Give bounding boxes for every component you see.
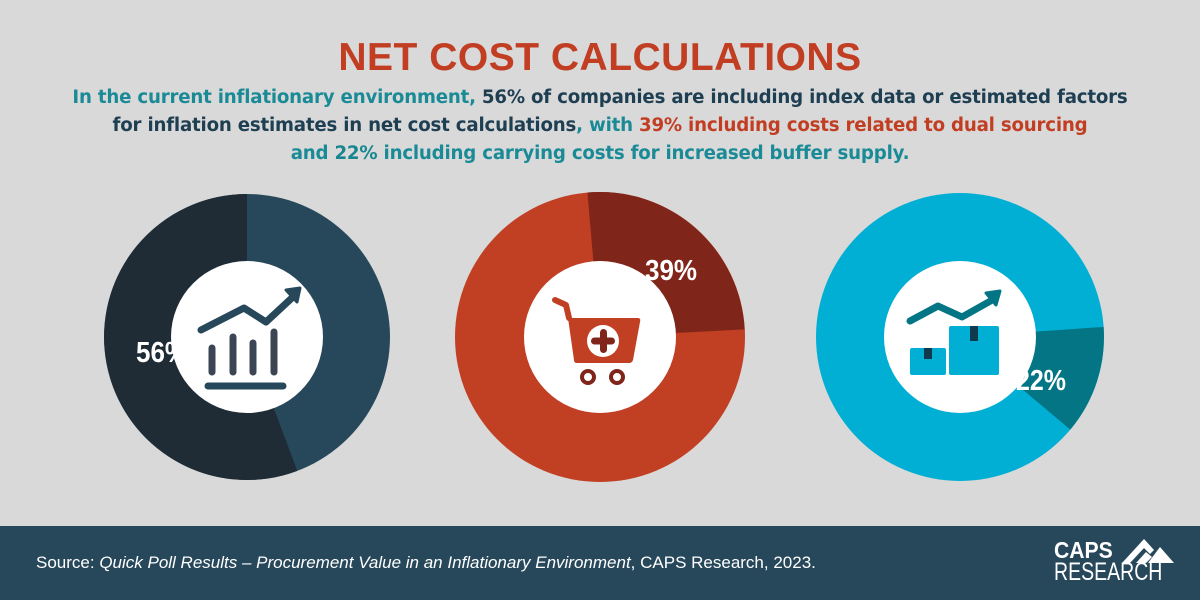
summary-pct-39: 39% (638, 115, 682, 136)
logo-caps-text: CAPS (1054, 537, 1113, 563)
footer: Source: Quick Poll Results – Procurement… (0, 526, 1200, 600)
summary-pct-22: 22% (334, 143, 378, 164)
summary-part3: , with (576, 115, 639, 136)
summary-part6: including carrying costs for increased b… (377, 143, 910, 164)
source-citation: Source: Quick Poll Results – Procurement… (36, 553, 816, 573)
summary-part4: including costs related to dual sourcing (681, 115, 1088, 136)
mountain-icon (1122, 539, 1174, 563)
donut-56-svg: 56% (104, 194, 390, 480)
donut-chart-22: 22% (816, 190, 1106, 485)
donut-56-label: 56% (136, 337, 188, 369)
caps-research-logo: CAPS RESEARCH (1054, 539, 1174, 589)
summary-part5: and (290, 143, 335, 164)
donut-22-label: 22% (1016, 365, 1066, 397)
summary-part1: In the current inflationary environment, (72, 87, 482, 108)
summary-pct-56: 56% (481, 87, 525, 108)
donut-39-label: 39% (645, 255, 697, 287)
summary-part2: of companies are including index data or… (112, 87, 1128, 136)
page-title: NET COST CALCULATIONS (338, 36, 862, 79)
boxes-trend-icon (906, 289, 1002, 375)
source-title: Quick Poll Results – Procurement Value i… (99, 553, 631, 572)
donut-39-svg: 39% (455, 191, 745, 482)
donut-56-hole (171, 261, 323, 413)
logo-research-text: RESEARCH (1054, 558, 1163, 586)
bar-chart-trend-icon (197, 286, 302, 390)
source-prefix: Source: (36, 553, 100, 572)
donut-22-svg: 22% (816, 193, 1104, 481)
donut-chart-56: 56% (104, 190, 394, 485)
summary-text: In the current inflationary environment,… (60, 84, 1140, 168)
source-suffix: , CAPS Research, 2023. (630, 553, 816, 572)
shopping-cart-plus-icon (552, 297, 641, 385)
donut-chart-39: 39% (455, 190, 747, 485)
